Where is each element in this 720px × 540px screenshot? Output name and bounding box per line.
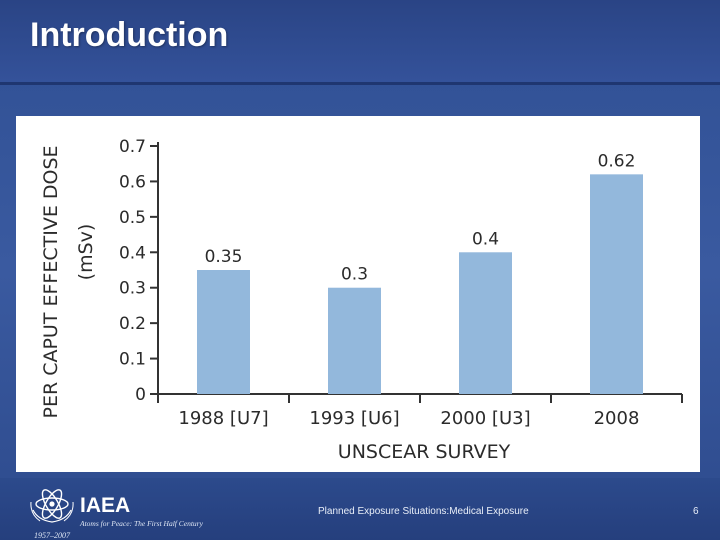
iaea-years: 1957–2007: [34, 531, 71, 540]
bar: [459, 252, 512, 394]
chart-panel: 0 0.1 0.2 0.3 0.4 0.5 0.6 0.7 0.35 1988 [U7] 0.3 19…: [16, 116, 700, 472]
x-tick-label: 1988 [U7]: [178, 408, 268, 429]
y-tick-label: 0.7: [119, 137, 146, 157]
x-tick-label: 2008: [594, 408, 640, 429]
iaea-tagline: Atoms for Peace: The First Half Century: [79, 519, 204, 528]
data-label: 0.3: [341, 265, 368, 285]
x-axis-title: UNSCEAR SURVEY: [338, 441, 511, 463]
y-tick-label: 0: [135, 385, 146, 405]
y-tick-label: 0.6: [119, 172, 146, 192]
bar: [590, 174, 643, 394]
footer-band: [0, 478, 720, 540]
y-tick-label: 0.1: [119, 350, 146, 370]
y-tick-label: 0.5: [119, 208, 146, 228]
iaea-logo: IAEA Atoms for Peace: The First Half Cen…: [30, 489, 204, 540]
x-tick-label: 1993 [U6]: [309, 408, 399, 429]
footer-text: Planned Exposure Situations:Medical Expo…: [318, 506, 529, 517]
iaea-wordmark: IAEA: [80, 494, 130, 517]
data-label: 0.62: [598, 151, 636, 171]
bar: [197, 270, 250, 394]
bar: [328, 287, 381, 394]
y-tick-label: 0.4: [119, 243, 146, 263]
title-band: [0, 0, 720, 82]
title-divider: [0, 82, 720, 85]
data-label: 0.35: [205, 247, 243, 267]
bar-chart: 0 0.1 0.2 0.3 0.4 0.5 0.6 0.7 0.35 1988 [U7] 0.3 19…: [40, 137, 683, 463]
x-tick-label: 2000 [U3]: [440, 408, 530, 429]
atom-emblem-icon: [30, 489, 74, 523]
slide-title: Introduction: [30, 16, 229, 54]
data-label: 0.4: [472, 229, 499, 249]
page-number: 6: [693, 506, 699, 517]
y-tick-label: 0.2: [119, 314, 146, 334]
y-tick-label: 0.3: [119, 279, 146, 299]
y-axis-unit: (mSv): [75, 224, 97, 281]
y-axis-title: PER CAPUT EFFECTIVE DOSE: [40, 145, 62, 418]
